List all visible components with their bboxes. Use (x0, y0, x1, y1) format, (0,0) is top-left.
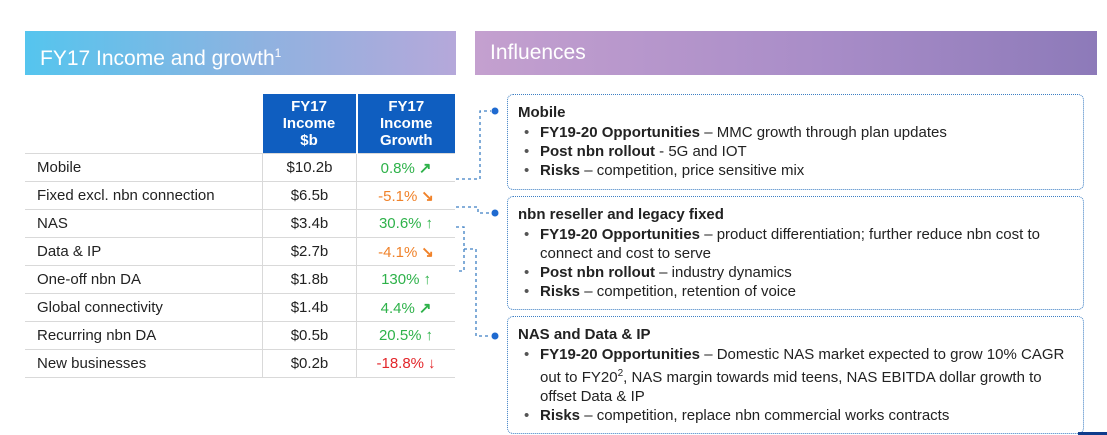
row-income: $3.4b (262, 209, 357, 238)
bullet-item: Risks – competition, retention of voice (524, 282, 1073, 301)
income-table: FY17 Income $b FY17 Income Growth Mobile $10… (25, 94, 455, 378)
table-row: One-off nbn DA $1.8b 130% ↑ (25, 265, 455, 294)
influence-box-nas: NAS and Data & IP FY19-20 Opportunities … (507, 316, 1084, 434)
table-row: New businesses $0.2b -18.8% ↓ (25, 349, 455, 378)
row-income: $0.2b (262, 349, 357, 378)
row-growth: -4.1% ↘ (356, 237, 455, 266)
row-income: $10.2b (262, 153, 357, 182)
arrow-down-right-icon: ↘ (421, 243, 434, 261)
col-header-income: FY17 Income $b (262, 94, 358, 154)
income-growth-title: FY17 Income and growth (40, 47, 275, 70)
row-income: $1.8b (262, 265, 357, 294)
row-name: Global connectivity (25, 293, 263, 322)
bullet-item: FY19-20 Opportunities – MMC growth throu… (524, 123, 1073, 142)
row-name: New businesses (25, 349, 263, 378)
connector-dot-nbn (491, 209, 499, 217)
table-row: NAS $3.4b 30.6% ↑ (25, 209, 455, 238)
bullet-item: Post nbn rollout – industry dynamics (524, 263, 1073, 282)
col-header-growth: FY17 Income Growth (356, 94, 455, 154)
influence-title: NAS and Data & IP (518, 326, 651, 343)
table-row: Mobile $10.2b 0.8% ↗ (25, 153, 455, 182)
arrow-up-icon: ↑ (425, 215, 434, 232)
influence-box-nbn: nbn reseller and legacy fixed FY19-20 Op… (507, 196, 1084, 310)
influence-box-mobile: Mobile FY19-20 Opportunities – MMC growt… (507, 94, 1084, 190)
row-name: Data & IP (25, 237, 263, 266)
row-growth: 30.6% ↑ (356, 209, 455, 238)
row-growth: 20.5% ↑ (356, 321, 455, 350)
connector-dot-nas (491, 332, 499, 340)
row-income: $1.4b (262, 293, 357, 322)
row-growth: 130% ↑ (356, 265, 455, 294)
corner-accent-bar (1078, 432, 1107, 435)
row-income: $0.5b (262, 321, 357, 350)
bullet-item: Post nbn rollout - 5G and IOT (524, 142, 1073, 161)
row-name: One-off nbn DA (25, 265, 263, 294)
table-row: Global connectivity $1.4b 4.4% ↗ (25, 293, 455, 322)
arrow-up-right-icon: ↗ (418, 159, 432, 177)
row-name: NAS (25, 209, 263, 238)
arrow-up-icon: ↑ (425, 327, 434, 344)
arrow-down-right-icon: ↘ (421, 187, 434, 205)
row-name: Fixed excl. nbn connection (25, 181, 263, 210)
influence-title: Mobile (518, 104, 566, 121)
influences-header: Influences (475, 31, 1097, 75)
bullet-item: Risks – competition, replace nbn commerc… (524, 406, 1073, 425)
row-growth: 4.4% ↗ (356, 293, 455, 322)
table-row: Fixed excl. nbn connection $6.5b -5.1% ↘ (25, 181, 455, 210)
row-name: Recurring nbn DA (25, 321, 263, 350)
row-growth: -18.8% ↓ (356, 349, 455, 378)
row-growth: 0.8% ↗ (356, 153, 455, 182)
bullet-item: Risks – competition, price sensitive mix (524, 161, 1073, 180)
row-income: $2.7b (262, 237, 357, 266)
row-income: $6.5b (262, 181, 357, 210)
row-growth: -5.1% ↘ (356, 181, 455, 210)
table-row: Data & IP $2.7b -4.1% ↘ (25, 237, 455, 266)
bullet-item: FY19-20 Opportunities – product differen… (524, 225, 1073, 263)
influences-title: Influences (490, 41, 586, 64)
income-growth-header: FY17 Income and growth1 (25, 31, 456, 75)
table-row: Recurring nbn DA $0.5b 20.5% ↑ (25, 321, 455, 350)
arrow-up-icon: ↑ (423, 271, 431, 288)
footnote-marker: 1 (274, 46, 282, 60)
connector-dot-mobile (491, 107, 499, 115)
row-name: Mobile (25, 153, 263, 182)
arrow-down-icon: ↓ (428, 355, 436, 372)
bullet-item: FY19-20 Opportunities – Domestic NAS mar… (524, 345, 1073, 406)
influence-title: nbn reseller and legacy fixed (518, 206, 724, 223)
connector-dots (491, 107, 499, 340)
arrow-up-right-icon: ↗ (418, 299, 432, 317)
